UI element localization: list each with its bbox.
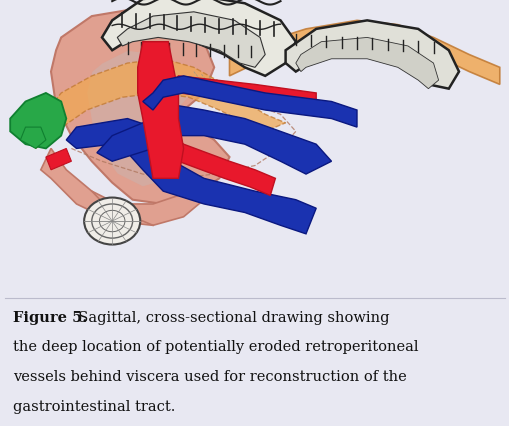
Polygon shape [295,38,438,89]
Polygon shape [102,0,295,77]
Polygon shape [97,106,331,175]
Polygon shape [46,149,71,170]
Text: the deep location of potentially eroded retroperitoneal: the deep location of potentially eroded … [13,340,417,354]
Text: gastrointestinal tract.: gastrointestinal tract. [13,399,175,413]
Polygon shape [20,128,46,149]
Polygon shape [285,21,458,89]
Polygon shape [87,51,188,187]
Polygon shape [51,9,229,204]
Polygon shape [41,149,204,226]
Text: vessels behind viscera used for reconstruction of the: vessels behind viscera used for reconstr… [13,369,406,383]
Polygon shape [143,77,356,128]
Polygon shape [163,77,316,111]
Polygon shape [137,43,183,179]
Circle shape [84,198,140,245]
Text: Figure 5.: Figure 5. [13,310,87,324]
Polygon shape [163,136,275,196]
Polygon shape [229,21,499,85]
Polygon shape [10,94,66,149]
Polygon shape [36,60,285,149]
Polygon shape [117,13,265,68]
Text: Sagittal, cross-sectional drawing showing: Sagittal, cross-sectional drawing showin… [69,310,388,324]
Polygon shape [66,119,316,234]
